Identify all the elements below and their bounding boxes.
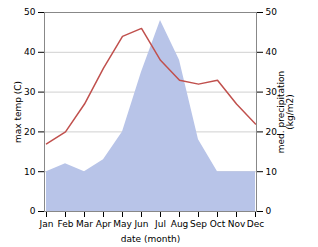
svg-text:Jan: Jan (39, 219, 54, 229)
svg-text:50: 50 (24, 7, 36, 17)
svg-text:Jul: Jul (154, 219, 166, 229)
svg-text:Jun: Jun (133, 219, 148, 229)
svg-text:0: 0 (266, 206, 272, 216)
svg-text:50: 50 (266, 7, 278, 17)
svg-text:20: 20 (24, 127, 36, 137)
svg-text:Mar: Mar (76, 219, 93, 229)
svg-text:May: May (113, 219, 132, 229)
svg-text:Oct: Oct (210, 219, 226, 229)
svg-text:30: 30 (265, 87, 277, 97)
svg-text:40: 40 (24, 47, 36, 57)
svg-text:Sep: Sep (190, 219, 207, 229)
svg-text:0: 0 (30, 206, 36, 216)
svg-text:max temp (C): max temp (C) (13, 81, 23, 143)
svg-text:10: 10 (266, 167, 278, 177)
svg-text:Dec: Dec (247, 219, 264, 229)
svg-text:20: 20 (265, 126, 277, 137)
svg-text:date (month): date (month) (121, 234, 180, 244)
svg-text:10: 10 (24, 167, 36, 177)
svg-text:40: 40 (266, 47, 278, 57)
svg-text:Aug: Aug (171, 219, 189, 229)
svg-text:Nov: Nov (228, 219, 246, 229)
svg-text:Apr: Apr (96, 219, 112, 229)
svg-text:Feb: Feb (58, 219, 74, 229)
svg-text:med. precipitation(kg/m2): med. precipitation(kg/m2) (276, 71, 295, 153)
svg-text:30: 30 (24, 87, 36, 97)
